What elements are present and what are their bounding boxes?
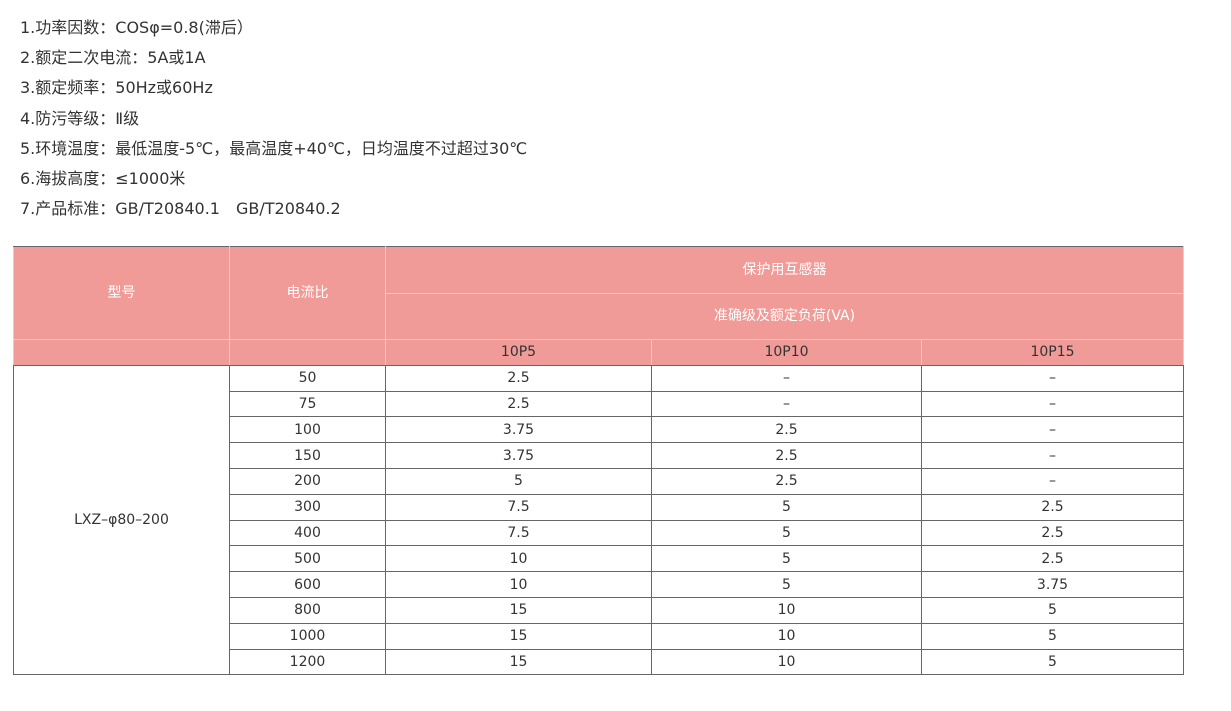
data-cell: 400 — [229, 519, 386, 547]
data-cell: 10 — [385, 571, 652, 598]
data-cell: 600 — [229, 571, 386, 598]
data-cell: 15 — [385, 648, 652, 676]
data-cell: 5 — [651, 519, 922, 547]
data-row: 500 10 5 2.5 — [14, 545, 1185, 573]
header-row: 型号 电流比 保护用互感器 — [13, 246, 1185, 340]
data-row: LXZ–φ80–200 50 2.5– – — [13, 364, 1185, 676]
header-cell: 保护用互感器 — [384, 246, 1185, 294]
data-row: 800 15 10 5 — [14, 596, 1185, 624]
data-cell: 50 — [229, 364, 386, 392]
header-cell: 准确级及额定负荷(VA) — [384, 292, 1185, 340]
data-cell: 2.5 — [385, 390, 652, 418]
data-cell: 10 — [651, 622, 922, 650]
data-cell: 3.75 — [385, 442, 652, 469]
data-row: 200 5 2.5– — [14, 467, 1185, 495]
header-cell — [13, 339, 230, 366]
data-cell: 2.5 — [385, 364, 652, 392]
header-row: 准确级及额定负荷(VA) — [14, 292, 1185, 340]
spec-item: 4.防污等级：Ⅱ级 — [20, 108, 140, 128]
data-cell: – — [651, 364, 922, 392]
data-cell: 200 — [229, 467, 386, 495]
data-row: 300 7.5 5 2.5 — [14, 493, 1185, 521]
data-row: 1000 15 10 5 — [14, 622, 1185, 650]
class-cell: 10P10 — [651, 339, 922, 366]
data-cell: 5 — [385, 467, 652, 495]
data-cell: – — [651, 390, 922, 418]
model-cell: LXZ–φ80–200 — [13, 364, 230, 676]
class-cell: 10P5 — [385, 339, 652, 366]
data-cell: 800 — [229, 596, 386, 624]
data-cell: 2.5 — [920, 545, 1185, 573]
data-cell: – — [920, 467, 1185, 495]
data-cell: – — [920, 416, 1185, 444]
spec-item: 7.产品标准：GB/T20840.1 GB/T20840.2 — [20, 199, 341, 219]
data-cell: 7.5 — [385, 493, 652, 521]
data-row: 1200 15 10 5 — [14, 648, 1185, 676]
data-cell: 15 — [385, 622, 652, 650]
data-cell: 75 — [229, 390, 386, 418]
data-cell: 5 — [920, 622, 1185, 650]
class-cell: 10P15 — [920, 339, 1185, 366]
data-row: 150 3.75 2.5– — [14, 442, 1185, 469]
data-cell: 150 — [229, 442, 386, 469]
data-cell: 3.75 — [385, 416, 652, 444]
data-cell: 5 — [920, 648, 1185, 676]
data-cell: 5 — [920, 596, 1185, 624]
data-cell: 100 — [229, 416, 386, 444]
data-cell: 300 — [229, 493, 386, 521]
data-cell: 2.5 — [920, 519, 1185, 547]
data-cell: 2.5 — [920, 493, 1185, 521]
data-cell: 1000 — [229, 622, 386, 650]
data-cell: 5 — [651, 493, 922, 521]
data-cell: 2.5 — [651, 442, 922, 469]
header-cell: 电流比 — [229, 246, 386, 340]
spec-item: 2.额定二次电流：5A或1A — [20, 48, 206, 68]
data-cell: – — [920, 364, 1185, 392]
data-cell: 7.5 — [385, 519, 652, 547]
spec-list: 1.功率因数：COSφ=0.8(滞后） 2.额定二次电流：5A或1A 3.额定频率：… — [20, 13, 527, 224]
data-cell: 15 — [385, 596, 652, 624]
data-cell: 3.75 — [920, 571, 1185, 598]
data-cell: 5 — [651, 571, 922, 598]
spec-item: 3.额定频率：50Hz或60Hz — [20, 78, 213, 98]
spec-item: 5.环境温度：最低温度-5℃，最高温度+40℃，日均温度不过超过30℃ — [20, 138, 528, 158]
data-cell: – — [920, 442, 1185, 469]
data-cell: 5 — [651, 545, 922, 573]
header-cell — [229, 339, 386, 366]
data-row: 100 3.75 2.5– — [14, 416, 1185, 444]
data-cell: 10 — [651, 596, 922, 624]
class-row: 10P5 10P10 10P15 — [13, 339, 1185, 366]
data-cell: 10 — [651, 648, 922, 676]
data-cell: 1200 — [229, 648, 386, 676]
data-cell: 2.5 — [651, 416, 922, 444]
data-cell: – — [920, 390, 1185, 418]
data-cell: 10 — [385, 545, 652, 573]
spec-item: 1.功率因数：COSφ=0.8(滞后） — [20, 18, 253, 37]
spec-table: 型号 电流比 保护用互感器 准确级及额定负荷(VA) 10P5 10P10 10P1… — [13, 246, 1185, 676]
header-cell: 型号 — [13, 246, 230, 340]
data-cell: 2.5 — [651, 467, 922, 495]
spec-item: 6.海拔高度：≤1000米 — [20, 168, 186, 188]
data-cell: 500 — [229, 545, 386, 573]
